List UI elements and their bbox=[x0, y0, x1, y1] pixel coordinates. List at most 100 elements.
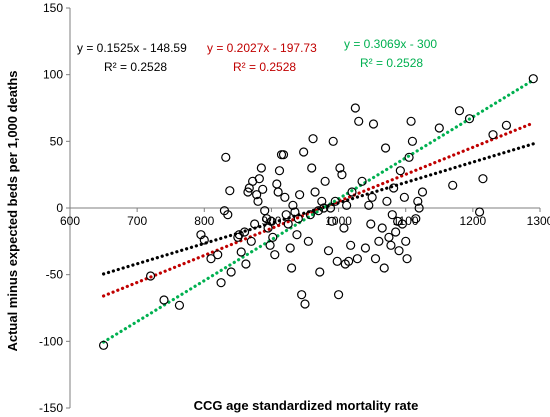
data-point bbox=[337, 170, 347, 180]
x-tick-label: 600 bbox=[60, 214, 80, 228]
data-point bbox=[315, 267, 325, 277]
data-point bbox=[273, 187, 283, 197]
y-tick-label: 0 bbox=[56, 201, 63, 215]
data-point bbox=[454, 106, 465, 116]
trendline-green bbox=[101, 78, 535, 344]
data-point bbox=[280, 192, 290, 202]
data-point bbox=[159, 295, 169, 305]
x-tick-label: 800 bbox=[194, 214, 214, 228]
data-point bbox=[342, 200, 352, 210]
data-point bbox=[303, 236, 313, 246]
x-tick-label: 1000 bbox=[325, 214, 352, 228]
data-point bbox=[236, 247, 246, 257]
data-point bbox=[266, 216, 277, 226]
data-point bbox=[293, 214, 303, 224]
data-point bbox=[258, 184, 268, 194]
data-point bbox=[384, 232, 394, 242]
data-point bbox=[268, 232, 278, 242]
data-point bbox=[413, 196, 423, 206]
data-point bbox=[285, 243, 295, 253]
data-point bbox=[406, 116, 416, 126]
data-point bbox=[377, 223, 387, 233]
data-point bbox=[307, 163, 317, 173]
data-point bbox=[256, 163, 266, 173]
data-point bbox=[319, 203, 329, 213]
data-point bbox=[397, 219, 407, 229]
data-point bbox=[360, 243, 371, 253]
data-point bbox=[317, 196, 327, 206]
data-point bbox=[253, 196, 263, 206]
data-point bbox=[226, 267, 236, 277]
data-point bbox=[281, 210, 291, 220]
data-point bbox=[300, 299, 310, 309]
data-point bbox=[262, 214, 272, 224]
data-point bbox=[333, 290, 344, 300]
data-point bbox=[295, 190, 305, 200]
data-point bbox=[221, 152, 231, 162]
data-point bbox=[414, 203, 424, 213]
data-point bbox=[332, 256, 342, 266]
trendline-equation-green: y = 0.3069x - 300 bbox=[344, 37, 437, 51]
data-point bbox=[417, 187, 428, 197]
data-point bbox=[213, 250, 223, 260]
data-points bbox=[98, 74, 538, 350]
data-point bbox=[401, 236, 411, 246]
data-point bbox=[250, 219, 260, 229]
data-point bbox=[323, 246, 334, 256]
x-tick-label: 1300 bbox=[527, 214, 550, 228]
data-point bbox=[352, 254, 362, 264]
data-point bbox=[330, 196, 340, 206]
data-point bbox=[379, 263, 389, 273]
data-point bbox=[234, 230, 244, 240]
data-point bbox=[243, 187, 253, 197]
data-point bbox=[292, 230, 302, 240]
axes bbox=[66, 7, 541, 409]
data-point bbox=[391, 227, 401, 237]
data-point bbox=[206, 254, 216, 264]
data-point bbox=[347, 187, 357, 197]
data-point bbox=[364, 200, 374, 210]
data-point bbox=[310, 187, 320, 197]
data-point bbox=[393, 216, 403, 226]
data-point bbox=[389, 183, 399, 193]
data-point bbox=[411, 214, 421, 224]
data-point bbox=[328, 136, 338, 146]
data-point bbox=[366, 219, 376, 229]
data-point bbox=[368, 119, 379, 129]
data-point bbox=[239, 227, 250, 237]
data-point bbox=[272, 179, 282, 189]
data-point bbox=[299, 147, 309, 157]
data-point bbox=[395, 166, 405, 176]
data-point bbox=[335, 163, 345, 173]
data-point bbox=[380, 143, 391, 153]
y-tick-label: -100 bbox=[39, 334, 63, 348]
data-point bbox=[464, 114, 475, 124]
data-point bbox=[246, 236, 256, 246]
data-point bbox=[367, 192, 377, 202]
data-point bbox=[252, 190, 262, 200]
data-point bbox=[325, 203, 336, 213]
data-point bbox=[404, 152, 414, 162]
data-point bbox=[374, 236, 384, 246]
data-point bbox=[283, 219, 293, 229]
trendline-r2-green: R² = 0.2528 bbox=[360, 56, 423, 70]
data-point bbox=[278, 150, 289, 160]
data-point bbox=[308, 134, 318, 144]
data-point bbox=[288, 200, 298, 210]
x-axis-title: CCG age standardized mortality rate bbox=[194, 398, 419, 413]
trendline-r2-red: R² = 0.2528 bbox=[233, 60, 296, 74]
data-point bbox=[448, 180, 458, 190]
y-tick-label: -150 bbox=[39, 401, 63, 415]
y-tick-label: 150 bbox=[43, 1, 63, 15]
data-point bbox=[327, 216, 337, 226]
data-point bbox=[265, 240, 275, 250]
data-point bbox=[339, 223, 349, 233]
data-point bbox=[274, 166, 285, 176]
data-point bbox=[501, 120, 512, 130]
data-point bbox=[199, 235, 209, 245]
data-point bbox=[357, 176, 367, 186]
data-point bbox=[528, 74, 538, 84]
trendlines bbox=[101, 78, 535, 344]
